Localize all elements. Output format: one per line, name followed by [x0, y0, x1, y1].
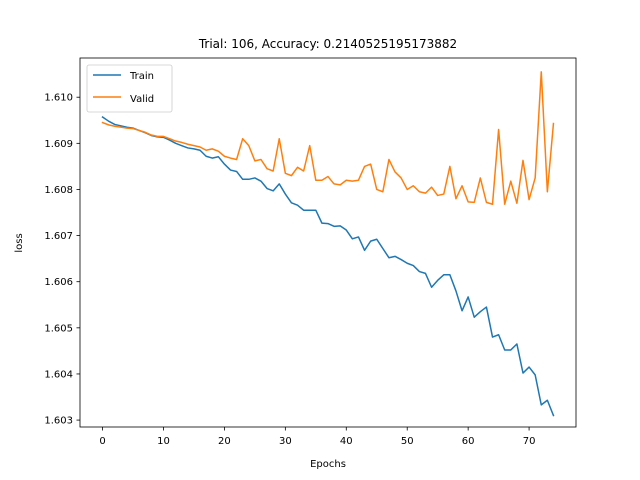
x-tick-label: 0: [99, 436, 105, 447]
x-axis: 0 10 20 30 40 50 60 70: [99, 427, 535, 447]
y-tick-label: 1.610: [44, 93, 73, 104]
x-tick-label: 10: [157, 436, 170, 447]
y-axis: 1.603 1.604 1.605 1.606 1.607 1.608 1.609 1.610: [44, 93, 80, 427]
y-tick-label: 1.607: [44, 231, 73, 242]
legend-box: [86, 64, 173, 113]
x-tick-label: 30: [279, 436, 292, 447]
series-line-train: [101, 115, 555, 417]
y-tick-label: 1.603: [44, 416, 73, 427]
chart-title: Trial: 106, Accuracy: 0.2140525195173882: [198, 37, 457, 51]
y-tick-label: 1.605: [44, 323, 73, 334]
x-axis-label: Epochs: [310, 459, 346, 470]
plot-area: [101, 71, 555, 417]
x-tick-label: 50: [401, 436, 414, 447]
series-line-valid: [101, 71, 555, 205]
x-tick-label: 70: [523, 436, 536, 447]
legend-valid-label: Valid: [130, 94, 154, 105]
y-tick-label: 1.609: [44, 139, 73, 150]
x-tick-label: 40: [340, 436, 353, 447]
legend: Train Valid: [86, 64, 173, 113]
x-tick-label: 60: [462, 436, 475, 447]
y-tick-label: 1.606: [44, 277, 73, 288]
x-tick-label: 20: [218, 436, 231, 447]
y-tick-label: 1.608: [44, 185, 73, 196]
axes-frame: [79, 57, 577, 428]
y-tick-label: 1.604: [44, 369, 73, 380]
y-axis-label: loss: [14, 233, 25, 252]
legend-train-label: Train: [129, 71, 154, 82]
